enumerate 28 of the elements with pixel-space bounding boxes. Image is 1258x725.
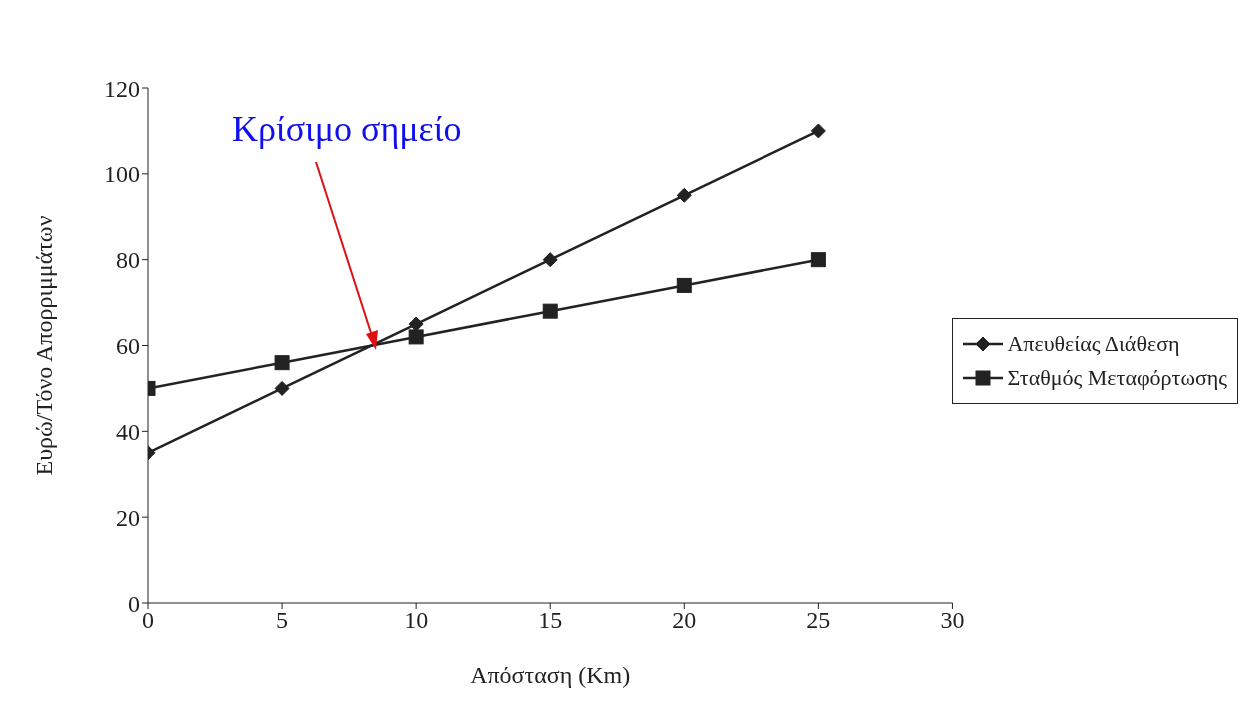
point: [408, 316, 424, 332]
x-tick-label: 5: [276, 607, 289, 634]
y-axis-title: Ευρώ/Τόνο Απορριμμάτων: [30, 215, 57, 476]
point: [676, 277, 692, 293]
point: [408, 329, 424, 345]
point: [542, 303, 558, 319]
y-tick-label: 40: [116, 418, 140, 445]
y-tick-label: 0: [128, 590, 140, 617]
point: [810, 252, 826, 268]
x-tick-label: 15: [538, 607, 563, 634]
point: [810, 123, 826, 139]
point: [274, 380, 290, 396]
point: [542, 252, 558, 268]
x-tick-label: 10: [404, 607, 429, 634]
legend-label: Απευθείας Διάθεση: [1007, 329, 1180, 358]
legend-label: Σταθμός Μεταφόρτωσης: [1007, 363, 1227, 392]
y-tick-label: 80: [116, 247, 140, 274]
x-tick-label: 25: [806, 607, 831, 634]
y-tick-label: 120: [104, 75, 140, 102]
y-tick-label: 20: [116, 504, 140, 531]
x-axis-title: Απόσταση (Km): [470, 662, 631, 688]
point: [676, 187, 692, 203]
point: [274, 355, 290, 371]
x-tick-label: 20: [672, 607, 697, 634]
y-tick-label: 100: [104, 161, 140, 188]
y-tick-label: 60: [116, 333, 140, 360]
x-tick-label: 30: [940, 607, 965, 634]
annotation: Κρίσιμο σημείο: [232, 108, 462, 150]
